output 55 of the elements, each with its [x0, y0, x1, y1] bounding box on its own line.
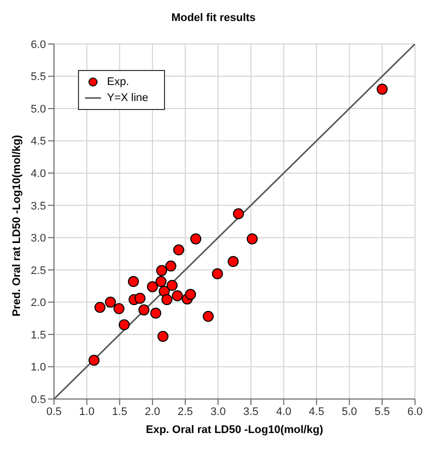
- x-tick-label: 3.0: [210, 406, 226, 418]
- x-tick-label: 5.5: [374, 406, 390, 418]
- point: [376, 84, 388, 95]
- point: [157, 330, 168, 342]
- y-tick-label: 2.0: [30, 297, 46, 310]
- point: [156, 265, 168, 276]
- y-tick-label: 1.5: [30, 329, 46, 342]
- y-tick-label: 3.0: [30, 232, 46, 245]
- point: [113, 303, 124, 314]
- point: [165, 260, 176, 272]
- point: [172, 290, 183, 302]
- point: [146, 281, 158, 292]
- x-tick-label: 0.5: [46, 406, 62, 418]
- x-tick-label: 3.5: [243, 406, 259, 418]
- point: [212, 268, 223, 280]
- x-tick-label: 5.0: [342, 406, 358, 418]
- point: [155, 276, 166, 288]
- point: [202, 310, 214, 322]
- y-tick-label: 4.5: [30, 136, 46, 148]
- y-tick-label: 1.0: [30, 362, 46, 374]
- y-tick-label: 3.5: [30, 200, 46, 212]
- point: [185, 288, 196, 300]
- x-tick-label: 2.0: [144, 406, 160, 418]
- point: [228, 256, 239, 268]
- point: [232, 208, 244, 220]
- point: [166, 280, 178, 291]
- x-tick-label: 6.0: [407, 406, 423, 418]
- point: [246, 233, 258, 244]
- legend-label: Y=X line: [107, 91, 148, 106]
- point: [94, 302, 106, 313]
- legend-label: Exp.: [107, 75, 130, 90]
- point: [134, 292, 146, 304]
- point: [173, 244, 184, 256]
- x-tick-label: 1.5: [112, 406, 128, 418]
- x-tick-label: 4.5: [308, 406, 324, 418]
- chart-title: Model fit results: [170, 11, 257, 26]
- x-axis-title: Exp. Oral rat LD50 -Log10(mol/kg): [146, 424, 324, 436]
- point: [161, 294, 172, 306]
- point: [128, 276, 139, 288]
- y-tick-label: 0.5: [30, 394, 46, 406]
- x-tick-label: 4.0: [276, 406, 292, 418]
- y-axis-title: Pred. Oral rat LD50 -Log10(mol/kg): [10, 134, 23, 316]
- point: [138, 304, 150, 316]
- point: [118, 319, 130, 330]
- y-tick-label: 6.0: [30, 38, 46, 51]
- y-tick-label: 5.5: [30, 71, 46, 84]
- point: [150, 308, 162, 319]
- x-tick-label: 1.0: [79, 406, 94, 418]
- point: [190, 233, 202, 244]
- x-tick-label: 2.5: [178, 406, 193, 418]
- point: [104, 296, 116, 308]
- point: [88, 354, 100, 366]
- y-tick-label: 2.5: [30, 264, 46, 277]
- y-tick-label: 4.0: [30, 168, 46, 180]
- y-tick-label: 5.0: [30, 103, 46, 116]
